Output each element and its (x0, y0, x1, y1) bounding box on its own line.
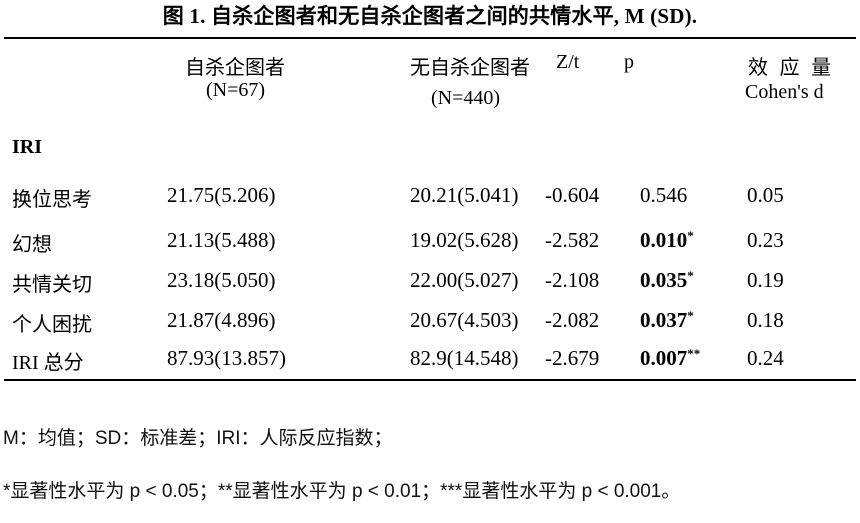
cell-cohens-d: 0.24 (747, 346, 784, 370)
cell-cohens-d: 0.19 (747, 268, 784, 292)
cell-non-attempters: 20.67(4.503) (410, 308, 519, 332)
col-header-group2: 无自杀企图者 (410, 57, 530, 79)
cell-zt: -2.679 (545, 346, 600, 370)
col-header-p: p (624, 51, 634, 73)
cell-zt: -2.108 (545, 268, 600, 292)
cell-non-attempters: 19.02(5.628) (410, 228, 519, 252)
col-header-group2-n: (N=440) (431, 87, 501, 109)
p-value: 0.007 (640, 346, 688, 370)
footnote-abbreviations: M：均值；SD：标准差；IRI：人际反应指数； (3, 428, 393, 449)
table-row: 换位思考 21.75(5.206) 20.21(5.041) -0.604 0.… (0, 183, 860, 211)
col-header-effect-sub: Cohen's d (745, 81, 824, 103)
cell-p: 0.037* (640, 308, 694, 333)
cell-attempters: 23.18(5.050) (167, 268, 276, 292)
cell-p: 0.010* (640, 228, 694, 253)
table-row: 幻想 21.13(5.488) 19.02(5.628) -2.582 0.01… (0, 228, 860, 256)
table-top-rule (4, 37, 856, 39)
p-value: 0.546 (640, 183, 688, 207)
significance-mark: * (687, 308, 694, 323)
col-header-group1: 自杀企图者 (185, 57, 285, 79)
col-header-group1-n: (N=67) (206, 79, 266, 101)
p-value: 0.037 (640, 308, 688, 332)
cell-p: 0.007** (640, 346, 700, 371)
col-header-zt: Z/t (556, 51, 580, 73)
cell-cohens-d: 0.23 (747, 228, 784, 252)
significance-mark: * (687, 268, 694, 283)
section-label-iri: IRI (12, 136, 43, 158)
cell-zt: -0.604 (545, 183, 600, 207)
row-label: 共情关切 (12, 274, 92, 296)
p-value: 0.010 (640, 228, 688, 252)
table-title: 图 1. 自杀企图者和无自杀企图者之间的共情水平, M (SD). (162, 4, 698, 28)
cell-zt: -2.082 (545, 308, 600, 332)
table-row: IRI 总分 87.93(13.857) 82.9(14.548) -2.679… (0, 346, 860, 374)
table-row: 共情关切 23.18(5.050) 22.00(5.027) -2.108 0.… (0, 268, 860, 296)
cell-p: 0.035* (640, 268, 694, 293)
cell-non-attempters: 82.9(14.548) (410, 346, 519, 370)
table-bottom-rule (4, 379, 856, 381)
cell-zt: -2.582 (545, 228, 600, 252)
significance-mark: * (687, 228, 694, 243)
cell-non-attempters: 22.00(5.027) (410, 268, 519, 292)
row-label: 换位思考 (12, 189, 92, 211)
cell-cohens-d: 0.05 (747, 183, 784, 207)
cell-attempters: 21.75(5.206) (167, 183, 276, 207)
cell-attempters: 21.13(5.488) (167, 228, 276, 252)
table-row: 个人困扰 21.87(4.896) 20.67(4.503) -2.082 0.… (0, 308, 860, 336)
significance-mark: ** (687, 346, 701, 361)
row-label: IRI 总分 (12, 352, 84, 374)
col-header-effect: 效 应 量 (748, 57, 835, 79)
cell-attempters: 21.87(4.896) (167, 308, 276, 332)
cell-p: 0.546 (640, 183, 687, 208)
cell-attempters: 87.93(13.857) (167, 346, 286, 370)
footnote-significance: *显著性水平为 p < 0.05；**显著性水平为 p < 0.01；***显著… (3, 481, 681, 502)
row-label: 个人困扰 (12, 314, 92, 336)
p-value: 0.035 (640, 268, 688, 292)
cell-non-attempters: 20.21(5.041) (410, 183, 519, 207)
row-label: 幻想 (12, 234, 52, 256)
cell-cohens-d: 0.18 (747, 308, 784, 332)
